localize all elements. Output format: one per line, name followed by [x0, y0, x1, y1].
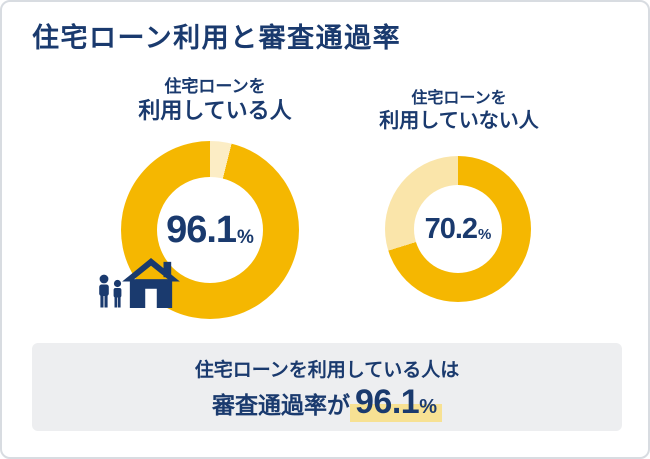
- chart-label-non-users: 住宅ローンを 利用していない人: [352, 89, 566, 134]
- donut-value: 96.1: [166, 208, 237, 251]
- chart-label-line2: 利用している人: [138, 98, 292, 124]
- donut-unit: %: [478, 226, 492, 243]
- chart-label-line1: 住宅ローンを: [164, 77, 266, 96]
- summary-line1: 住宅ローンを利用している人は: [194, 360, 460, 381]
- summary-band: 住宅ローンを利用している人は 審査通過率が 96.1%: [32, 343, 622, 431]
- summary-line2: 審査通過率が 96.1%: [32, 383, 622, 422]
- donut-hole: 70.2%: [414, 185, 502, 273]
- people-icon: [96, 274, 126, 308]
- summary-value: 96.1: [355, 383, 420, 421]
- chart-label-line2: 利用していない人: [379, 110, 539, 132]
- house-icon: [122, 258, 180, 308]
- donut-unit: %: [237, 226, 254, 248]
- summary-highlight: 96.1%: [350, 383, 442, 422]
- donut-chart-non-users: 70.2%: [385, 156, 531, 302]
- donut-value: 70.2: [424, 212, 478, 245]
- chart-label-line1: 住宅ローンを: [411, 90, 507, 107]
- summary-prefix: 審査通過率が: [212, 392, 350, 418]
- summary-unit: %: [419, 396, 437, 418]
- chart-label-loan-users: 住宅ローンを 利用している人: [105, 76, 325, 125]
- donut-hole: 96.1%: [157, 177, 263, 283]
- page-title: 住宅ローン利用と審査通過率: [32, 23, 402, 53]
